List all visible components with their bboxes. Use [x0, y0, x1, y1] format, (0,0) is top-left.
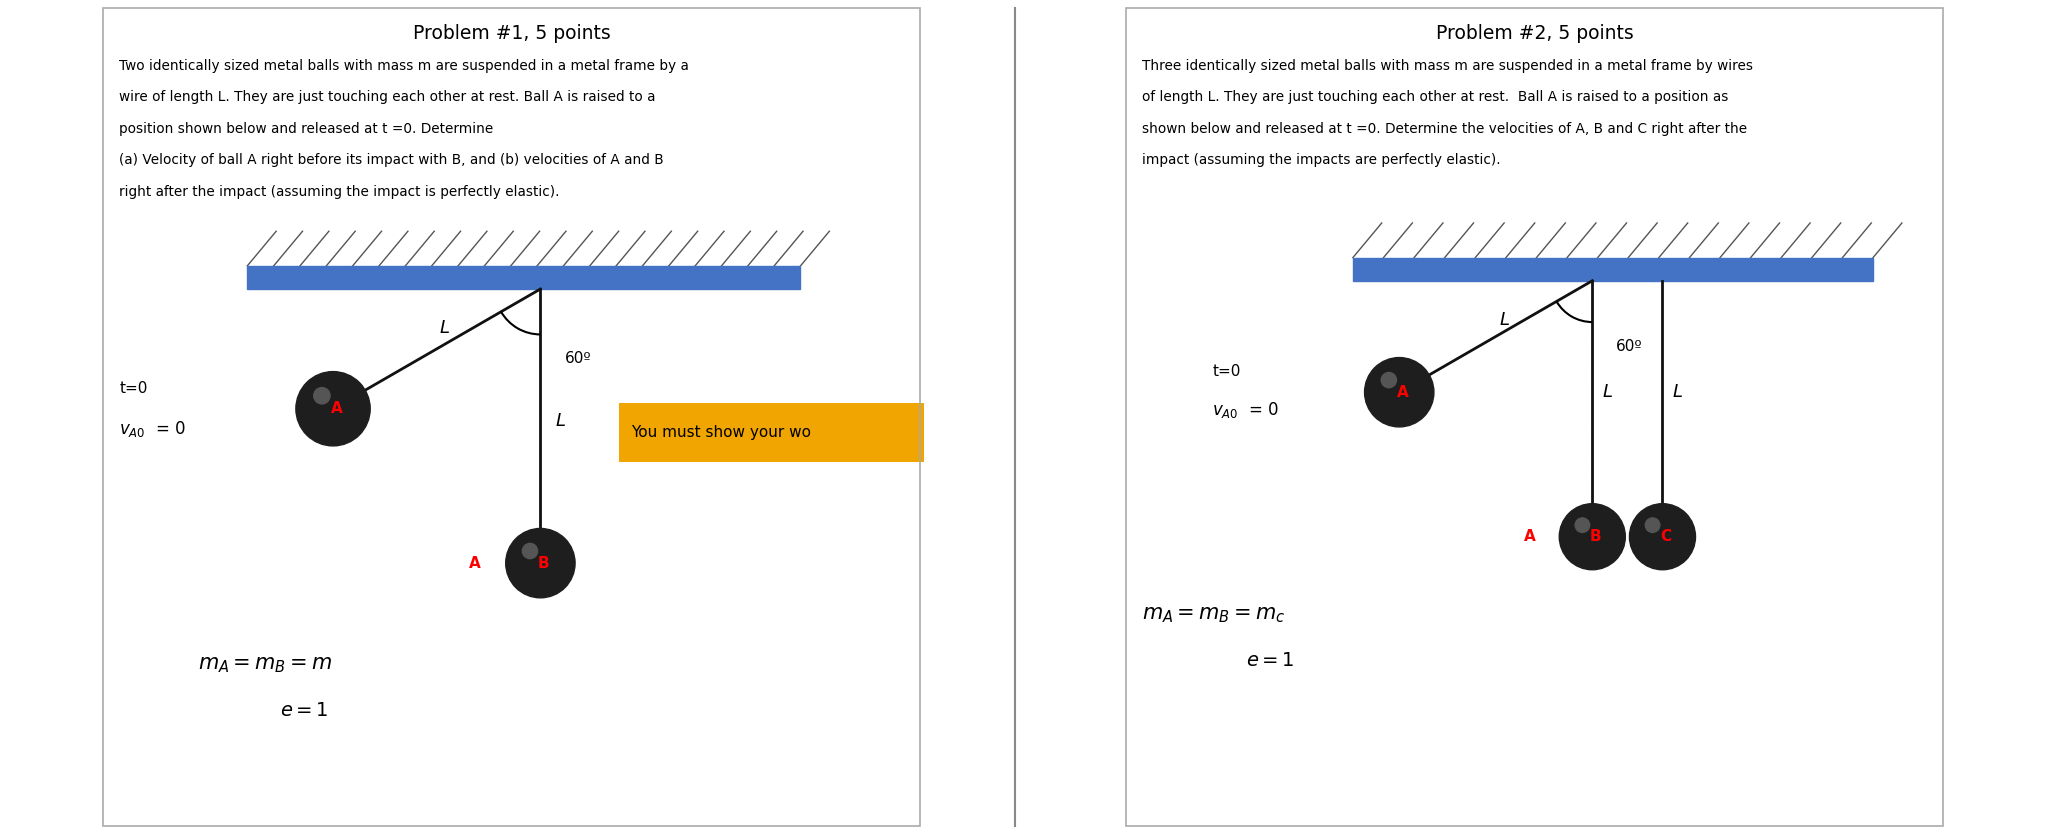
Text: A: A — [1397, 384, 1408, 399]
Text: (a) Velocity of ball A right before its impact with B, and (b) velocities of A a: (a) Velocity of ball A right before its … — [119, 153, 665, 168]
Text: $v_{A0}$  = 0: $v_{A0}$ = 0 — [1213, 400, 1279, 420]
FancyBboxPatch shape — [618, 403, 949, 462]
Text: B: B — [538, 555, 550, 570]
Text: shown below and released at t =0. Determine the velocities of A, B and C right a: shown below and released at t =0. Determ… — [1142, 122, 1747, 136]
Circle shape — [1365, 358, 1434, 427]
Text: B: B — [1590, 530, 1602, 545]
Text: wire of length L. They are just touching each other at rest. Ball A is raised to: wire of length L. They are just touching… — [119, 90, 657, 104]
Text: impact (assuming the impacts are perfectly elastic).: impact (assuming the impacts are perfect… — [1142, 153, 1502, 168]
Circle shape — [297, 372, 370, 446]
Text: position shown below and released at t =0. Determine: position shown below and released at t =… — [119, 122, 493, 136]
Text: t=0: t=0 — [119, 380, 147, 395]
Bar — [248, 266, 800, 289]
Text: C: C — [1659, 530, 1672, 545]
Text: of length L. They are just touching each other at rest.  Ball A is raised to a p: of length L. They are just touching each… — [1142, 90, 1729, 104]
Circle shape — [313, 388, 329, 404]
Text: Two identically sized metal balls with mass m are suspended in a metal frame by : Two identically sized metal balls with m… — [119, 59, 690, 73]
Text: L: L — [1500, 311, 1510, 329]
Text: A: A — [1524, 530, 1534, 545]
Text: $e=1$: $e=1$ — [280, 701, 329, 720]
Text: A: A — [331, 401, 342, 416]
Text: t=0: t=0 — [1213, 364, 1240, 379]
Text: L: L — [1672, 384, 1682, 401]
Circle shape — [1559, 504, 1625, 570]
Circle shape — [1629, 504, 1696, 570]
Text: Problem #1, 5 points: Problem #1, 5 points — [413, 23, 610, 43]
Text: $m_A = m_B = m_c$: $m_A = m_B = m_c$ — [1142, 605, 1285, 626]
Text: A: A — [469, 555, 481, 570]
Text: right after the impact (assuming the impact is perfectly elastic).: right after the impact (assuming the imp… — [119, 184, 561, 198]
Text: 60º: 60º — [565, 351, 591, 366]
Text: You must show your wo: You must show your wo — [632, 425, 810, 440]
Bar — [1352, 258, 1872, 281]
Circle shape — [522, 544, 538, 559]
Text: L: L — [440, 319, 450, 337]
Text: $e=1$: $e=1$ — [1246, 651, 1293, 670]
Text: Three identically sized metal balls with mass m are suspended in a metal frame b: Three identically sized metal balls with… — [1142, 59, 1753, 73]
Text: Problem #2, 5 points: Problem #2, 5 points — [1436, 23, 1633, 43]
Text: $m_A = m_B = m$: $m_A = m_B = m$ — [198, 655, 331, 675]
Circle shape — [505, 529, 575, 598]
Circle shape — [1381, 373, 1397, 388]
Text: $v_{A0}$  = 0: $v_{A0}$ = 0 — [119, 420, 186, 440]
Circle shape — [1575, 518, 1590, 532]
Text: L: L — [1602, 384, 1612, 401]
Text: 60º: 60º — [1616, 339, 1643, 354]
Text: L: L — [554, 412, 565, 430]
Circle shape — [1645, 518, 1659, 532]
